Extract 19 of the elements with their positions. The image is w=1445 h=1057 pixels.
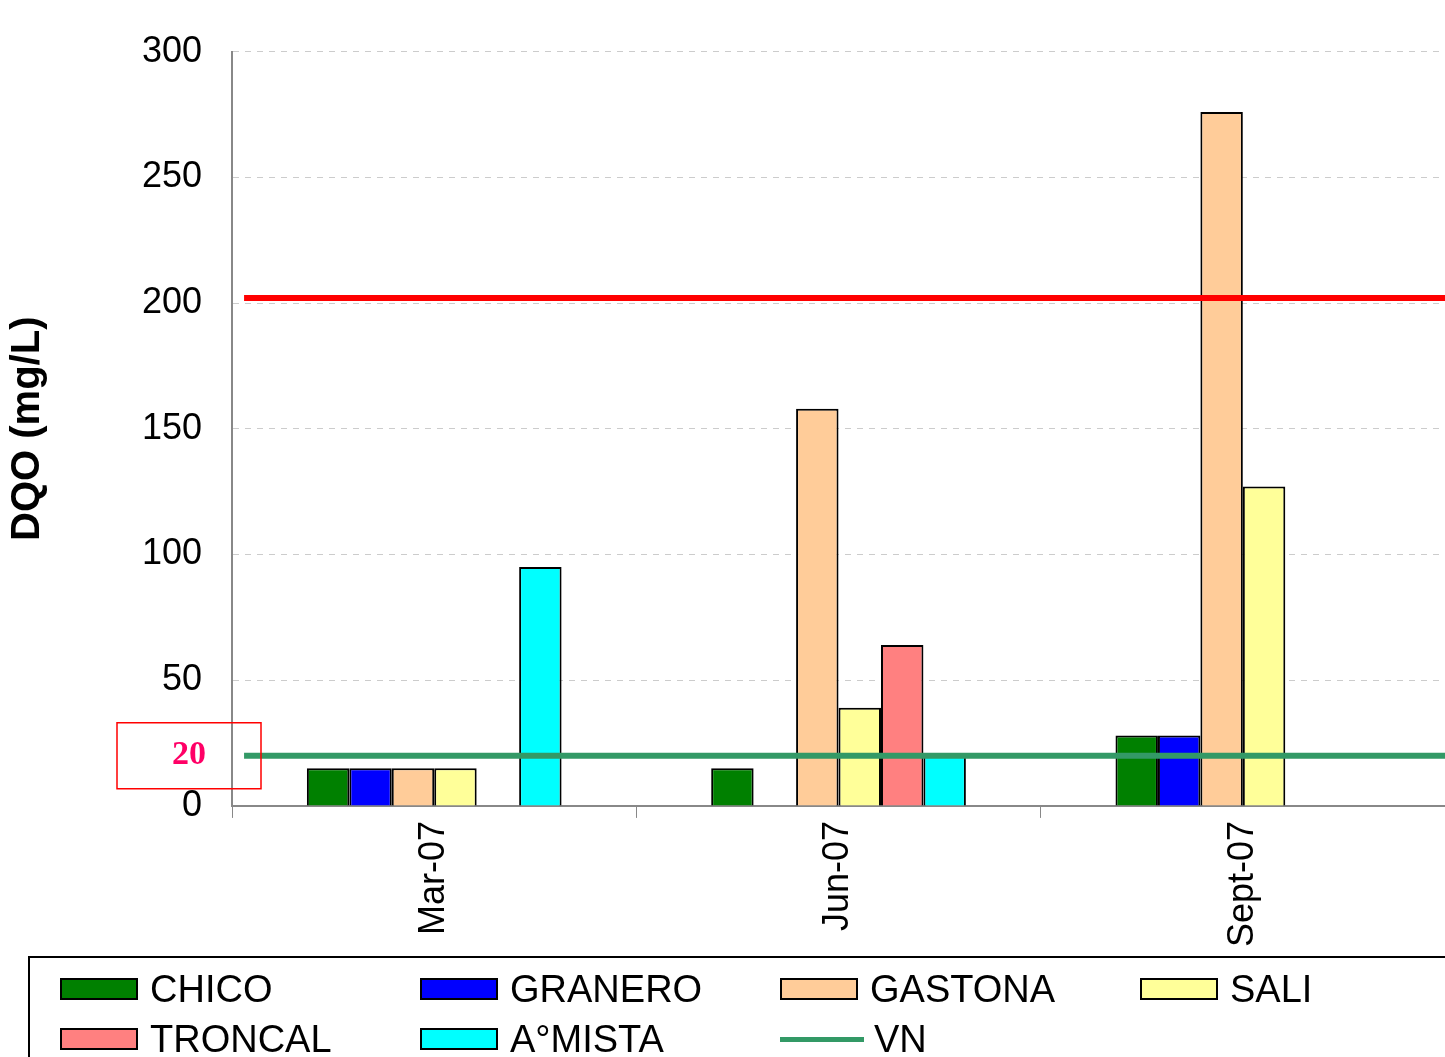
y-tick-label: 150	[141, 405, 203, 447]
y-tick-label: 0	[182, 782, 203, 824]
legend-label: GRANERO	[510, 967, 703, 1011]
legend-label: VN	[874, 1017, 927, 1057]
y-tick-label: 250	[141, 154, 203, 196]
x-tick-label: Jun-07	[815, 820, 857, 931]
legend-label: TRONCAL	[150, 1017, 332, 1057]
y-tick-label: 200	[141, 279, 203, 321]
legend-label: A°MISTA	[510, 1017, 664, 1057]
y-tick-label: 300	[141, 28, 203, 70]
y-tick-label: 50	[162, 657, 203, 699]
text: 20	[172, 734, 206, 772]
y-tick-label: 100	[141, 531, 203, 573]
x-tick-label: Sept-07	[1219, 820, 1261, 948]
legend-label: GASTONA	[870, 967, 1056, 1011]
legend-label: SALI	[1230, 967, 1313, 1011]
y-axis-title: DQO (mg/L)	[3, 316, 48, 541]
x-tick-label: Mar-07	[411, 820, 453, 935]
legend-label: CHICO	[150, 967, 273, 1011]
